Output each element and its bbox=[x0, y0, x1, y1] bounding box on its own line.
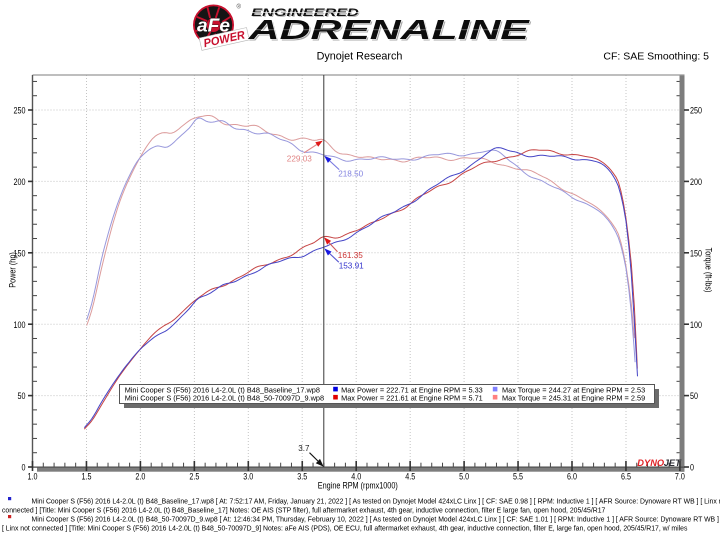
svg-text:Mini Cooper S (F56) 2016 L4-2.: Mini Cooper S (F56) 2016 L4-2.0L (t) B48… bbox=[32, 517, 720, 524]
svg-text:6.0: 6.0 bbox=[567, 472, 577, 482]
svg-text:ADRENALINE: ADRENALINE bbox=[249, 16, 533, 47]
svg-text:1.5: 1.5 bbox=[82, 472, 92, 482]
svg-text:200: 200 bbox=[14, 177, 26, 187]
svg-text:Power (hp): Power (hp) bbox=[8, 252, 18, 288]
svg-text:5.5: 5.5 bbox=[513, 472, 523, 482]
svg-text:Torque (ft-lbs): Torque (ft-lbs) bbox=[703, 248, 713, 293]
svg-text:0: 0 bbox=[690, 463, 694, 473]
svg-text:Mini Cooper S (F56) 2016 L4-2.: Mini Cooper S (F56) 2016 L4-2.0L (t) B48… bbox=[125, 393, 324, 402]
svg-text:7.0: 7.0 bbox=[675, 472, 685, 482]
svg-text:6.5: 6.5 bbox=[621, 472, 631, 482]
svg-text:ENGINEERED: ENGINEERED bbox=[252, 8, 360, 20]
svg-text:50: 50 bbox=[690, 391, 698, 401]
svg-text:1.0: 1.0 bbox=[28, 472, 38, 482]
svg-text:[ Linx not connected ] [Title:: [ Linx not connected ] [Title: Mini Coop… bbox=[2, 526, 688, 533]
svg-text:150: 150 bbox=[690, 249, 702, 259]
svg-text:3.5: 3.5 bbox=[297, 472, 307, 482]
svg-text:Mini Cooper S (F56) 2016 L4-2.: Mini Cooper S (F56) 2016 L4-2.0L (t) B48… bbox=[125, 385, 320, 394]
svg-text:®: ® bbox=[237, 4, 242, 11]
svg-text:161.35: 161.35 bbox=[338, 251, 363, 260]
svg-text:50: 50 bbox=[18, 391, 26, 401]
svg-text:250: 250 bbox=[690, 106, 702, 116]
svg-text:150: 150 bbox=[14, 249, 26, 259]
svg-text:4.5: 4.5 bbox=[405, 472, 415, 482]
svg-text:2.0: 2.0 bbox=[135, 472, 145, 482]
svg-text:Mini Cooper S (F56) 2016 L4-2.: Mini Cooper S (F56) 2016 L4-2.0L (t) B48… bbox=[32, 499, 720, 506]
svg-text:250: 250 bbox=[14, 106, 26, 116]
svg-text:218.50: 218.50 bbox=[338, 169, 363, 178]
svg-text:Dynojet Research: Dynojet Research bbox=[317, 50, 403, 62]
svg-text:100: 100 bbox=[14, 320, 26, 330]
svg-text:200: 200 bbox=[690, 177, 702, 187]
svg-text:DYNOJET: DYNOJET bbox=[637, 458, 682, 468]
svg-text:Engine RPM (rpmx1000): Engine RPM (rpmx1000) bbox=[318, 481, 398, 491]
svg-text:229.03: 229.03 bbox=[287, 155, 312, 164]
svg-text:2.5: 2.5 bbox=[189, 472, 199, 482]
svg-text:0: 0 bbox=[22, 463, 26, 473]
svg-text:Max Torque = 244.27 at Engine: Max Torque = 244.27 at Engine RPM = 2.53 bbox=[502, 385, 645, 394]
svg-text:Max Power = 222.71 at Engine R: Max Power = 222.71 at Engine RPM = 5.33 bbox=[341, 385, 483, 394]
svg-text:100: 100 bbox=[690, 320, 702, 330]
svg-text:153.91: 153.91 bbox=[339, 261, 364, 270]
svg-text:aFe: aFe bbox=[197, 15, 230, 36]
svg-text:Max Torque = 245.31 at Engine: Max Torque = 245.31 at Engine RPM = 2.59 bbox=[502, 393, 645, 402]
svg-text:CF: SAE Smoothing: 5: CF: SAE Smoothing: 5 bbox=[603, 50, 709, 62]
svg-text:connected ] [Title: Mini Coope: connected ] [Title: Mini Cooper S (F56) … bbox=[2, 508, 606, 515]
svg-text:4.0: 4.0 bbox=[351, 472, 361, 482]
svg-text:3.7: 3.7 bbox=[298, 444, 310, 453]
svg-text:5.0: 5.0 bbox=[459, 472, 469, 482]
svg-text:Max Power = 221.61 at Engine R: Max Power = 221.61 at Engine RPM = 5.71 bbox=[341, 393, 483, 402]
svg-text:3.0: 3.0 bbox=[243, 472, 253, 482]
